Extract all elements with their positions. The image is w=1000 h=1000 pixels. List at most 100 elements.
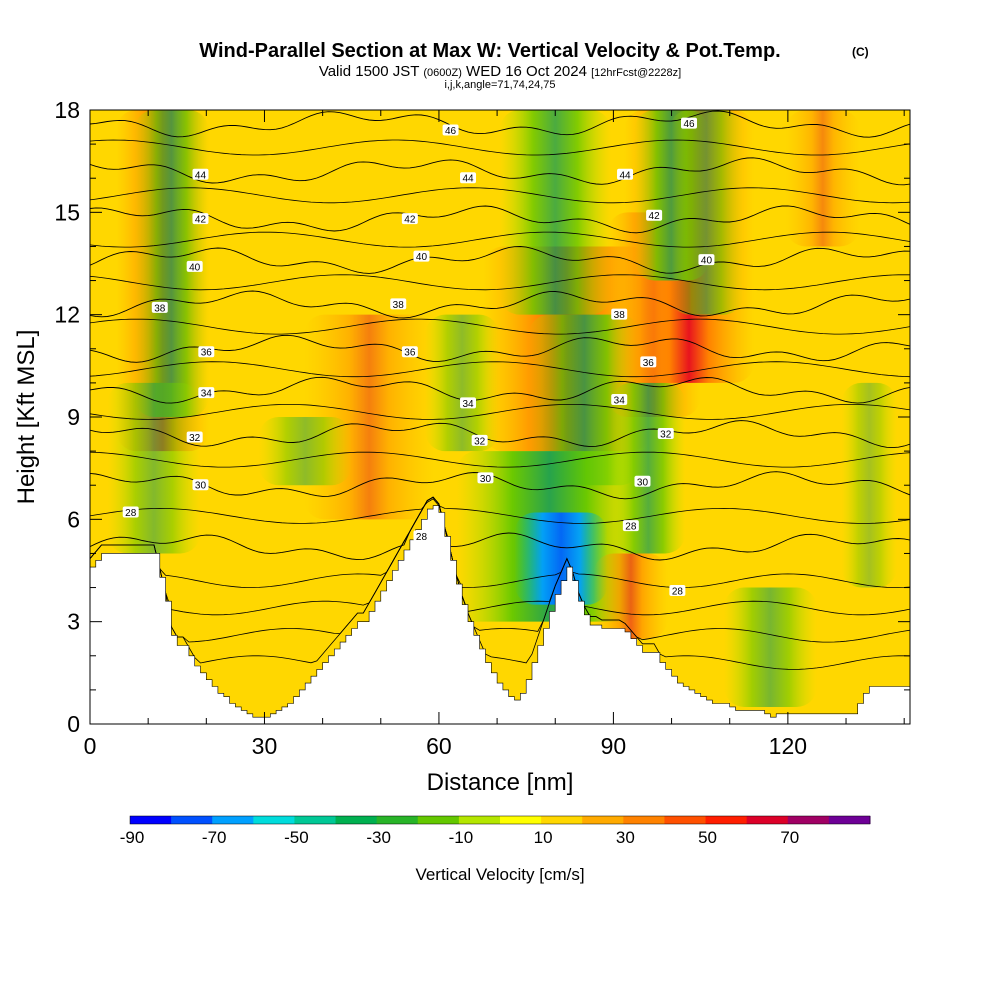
subtitle-date: WED 16 Oct 2024 <box>466 63 587 80</box>
colorbar-tick-label: -90 <box>120 828 145 847</box>
theta-contour-label: 44 <box>617 168 634 181</box>
svg-text:38: 38 <box>393 300 405 311</box>
colorbar-swatch <box>500 816 542 824</box>
svg-text:34: 34 <box>614 395 626 406</box>
theta-contour-label: 30 <box>477 472 494 485</box>
theta-contour-minor <box>90 498 910 524</box>
y-tick-label: 0 <box>67 711 80 737</box>
colorbar-swatch <box>787 816 830 824</box>
theta-contour-38 <box>90 290 910 319</box>
y-axis: 0 36 9 12 15 18 <box>54 97 910 737</box>
colorbar-swatch <box>746 816 789 824</box>
chart-subtitle: Valid 1500 JST (0600Z) WED 16 Oct 2024 [… <box>319 63 681 80</box>
plot-field: 46 46 44 44 44 42 42 42 40 40 40 38 38 38 36 36 36 34 34 34… <box>90 110 910 724</box>
x-axis-label: Distance [nm] <box>427 769 574 796</box>
theta-contour-label: 44 <box>192 168 209 181</box>
svg-text:28: 28 <box>625 522 637 533</box>
velocity-streak <box>841 382 898 588</box>
theta-contour-minor <box>90 361 910 378</box>
x-tick-label: 0 <box>84 733 97 759</box>
theta-contour-low <box>90 496 910 616</box>
theta-contour-42 <box>90 205 910 234</box>
colorbar-swatch <box>253 816 295 824</box>
velocity-streak <box>785 110 860 247</box>
svg-text:44: 44 <box>619 170 631 181</box>
theta-contour-label: 30 <box>634 475 651 488</box>
y-tick-label: 9 <box>67 404 80 430</box>
theta-contour-label: 28 <box>413 530 430 543</box>
vertical-velocity-shading <box>107 110 898 707</box>
colorbar-tick-label: -30 <box>366 828 391 847</box>
svg-text:34: 34 <box>462 399 474 410</box>
colorbar-swatch <box>541 816 583 824</box>
velocity-streak <box>134 110 209 417</box>
theta-contour-low <box>90 496 910 588</box>
svg-text:46: 46 <box>445 126 457 137</box>
svg-text:30: 30 <box>637 477 649 488</box>
theta-contour-label: 28 <box>622 520 639 533</box>
theta-contour-32 <box>90 420 910 449</box>
x-tick-label: 120 <box>769 733 807 759</box>
svg-text:42: 42 <box>195 215 207 226</box>
svg-text:38: 38 <box>154 303 166 314</box>
svg-text:28: 28 <box>125 508 137 519</box>
theta-contour-minor <box>90 274 910 291</box>
theta-contour-minor <box>90 318 910 335</box>
theta-contour-label: 34 <box>611 393 628 406</box>
theta-contour-label: 36 <box>640 356 657 369</box>
colorbar-swatch <box>171 816 213 824</box>
theta-contour-label: 32 <box>186 431 203 444</box>
subtitle-valid-time: Valid 1500 JST <box>319 63 419 80</box>
svg-text:36: 36 <box>643 358 655 369</box>
x-axis: 0 30 60 90 120 <box>84 110 905 759</box>
velocity-streak <box>425 314 500 452</box>
theta-contour-30 <box>90 471 910 500</box>
theta-contour-minor <box>90 139 910 156</box>
svg-text:38: 38 <box>614 310 626 321</box>
x-tick-label: 30 <box>252 733 278 759</box>
y-tick-label: 15 <box>54 199 80 225</box>
colorbar-swatch <box>458 816 501 824</box>
colorbar-label: Vertical Velocity [cm/s] <box>415 865 584 884</box>
subtitle-forecast: [12hrFcst@2228z] <box>591 67 681 79</box>
velocity-streak <box>499 110 611 315</box>
theta-contour-40 <box>90 246 910 274</box>
colorbar: -90 -70 -50 -30 -10 10 30 50 70 <box>120 815 871 847</box>
colorbar-tick-label: -10 <box>449 828 474 847</box>
colorbar-swatch <box>212 816 254 824</box>
theta-contour-label: 28 <box>669 584 686 597</box>
theta-contour-label: 40 <box>413 250 430 263</box>
svg-text:30: 30 <box>195 481 207 492</box>
x-tick-label: 90 <box>601 733 627 759</box>
velocity-streak <box>107 382 201 554</box>
svg-text:28: 28 <box>416 532 428 543</box>
colorbar-swatch <box>376 816 419 824</box>
y-tick-label: 12 <box>54 302 80 328</box>
terrain <box>90 505 910 724</box>
colorbar-swatch <box>623 816 665 824</box>
theta-contour-label: 38 <box>390 298 407 311</box>
theta-contour-label: 36 <box>198 346 215 359</box>
subtitle-grid-indices: i,j,k,angle=71,74,24,75 <box>444 79 555 91</box>
theta-contour-label: 46 <box>681 117 698 130</box>
subtitle-utc: (0600Z) <box>423 67 462 79</box>
svg-text:46: 46 <box>683 119 695 130</box>
colorbar-swatch <box>417 816 460 824</box>
theta-contour-46 <box>90 110 910 138</box>
svg-text:40: 40 <box>189 262 201 273</box>
theta-contour-label: 36 <box>401 346 418 359</box>
colorbar-swatch <box>705 816 748 824</box>
velocity-streak <box>514 512 608 605</box>
colorbar-swatch <box>582 816 624 824</box>
y-tick-label: 18 <box>54 97 80 123</box>
colorbar-tick-label: 50 <box>698 828 717 847</box>
svg-text:28: 28 <box>672 586 684 597</box>
theta-contour-labels: 46 46 44 44 44 42 42 42 40 40 40 38 38 38 36 36 36 34 34 34… <box>122 117 715 597</box>
y-tick-label: 3 <box>67 609 80 635</box>
velocity-streak <box>611 382 686 554</box>
theta-contour-low <box>90 496 910 643</box>
svg-text:42: 42 <box>404 215 416 226</box>
theta-contour-low <box>90 496 910 670</box>
theta-contour-minor <box>90 187 910 204</box>
svg-text:44: 44 <box>462 174 474 185</box>
